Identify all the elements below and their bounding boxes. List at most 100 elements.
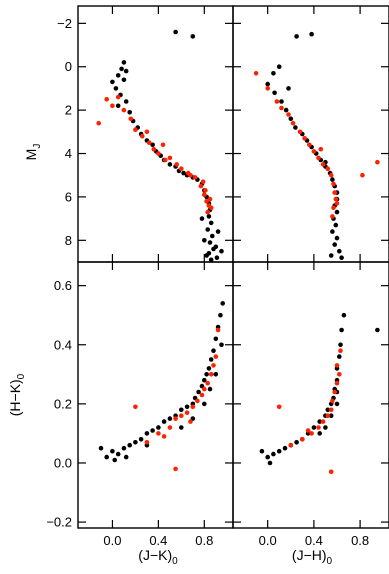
data-point bbox=[213, 336, 219, 342]
right-xlabel-sub: 0 bbox=[327, 556, 333, 567]
data-point bbox=[338, 342, 343, 348]
data-point bbox=[265, 86, 271, 91]
data-point bbox=[317, 431, 323, 436]
data-point bbox=[121, 60, 127, 65]
data-point bbox=[174, 162, 179, 167]
data-point bbox=[203, 188, 208, 193]
data-point bbox=[207, 386, 213, 392]
data-point bbox=[215, 327, 221, 333]
y-tick-label: 6 bbox=[65, 189, 72, 204]
left-xlabel-sub: 0 bbox=[172, 556, 178, 567]
data-point bbox=[337, 248, 342, 254]
data-point bbox=[205, 227, 210, 232]
data-point bbox=[196, 389, 201, 395]
data-point bbox=[205, 380, 210, 386]
data-point bbox=[332, 190, 338, 195]
y-tick-label: 0.0 bbox=[54, 455, 72, 470]
data-point bbox=[307, 142, 312, 148]
panel-bottom-left: −0.2 0.0 0.2 0.4 0.6 0.0 0.4 0.8 bbox=[46, 261, 234, 548]
panel-bottom-right: 0.0 0.4 0.8 bbox=[232, 261, 389, 548]
data-point bbox=[279, 99, 284, 104]
data-point bbox=[290, 120, 296, 126]
data-point bbox=[213, 372, 219, 377]
data-point bbox=[286, 112, 291, 117]
data-point bbox=[276, 404, 282, 410]
y-tick-label: 0.2 bbox=[54, 396, 72, 411]
data-point bbox=[288, 116, 294, 122]
data-point bbox=[133, 440, 138, 445]
data-point bbox=[115, 94, 121, 100]
data-point bbox=[318, 146, 324, 152]
data-point bbox=[202, 377, 207, 383]
data-point bbox=[294, 440, 299, 445]
data-point bbox=[181, 170, 186, 176]
bottom-ylabel-main: (H−K) bbox=[7, 379, 23, 416]
data-point bbox=[188, 172, 193, 178]
data-point bbox=[210, 233, 215, 239]
data-point bbox=[202, 192, 207, 197]
data-point bbox=[337, 372, 342, 377]
data-point bbox=[328, 407, 334, 413]
data-point bbox=[161, 419, 167, 424]
data-point bbox=[156, 431, 161, 436]
data-point bbox=[115, 451, 121, 457]
data-point bbox=[293, 125, 298, 130]
data-point bbox=[202, 401, 207, 407]
data-point bbox=[207, 240, 213, 245]
data-point bbox=[127, 442, 132, 448]
data-point bbox=[133, 404, 138, 410]
data-point bbox=[167, 155, 173, 161]
data-point bbox=[333, 222, 339, 228]
data-point bbox=[144, 440, 150, 445]
data-point bbox=[163, 157, 168, 163]
data-point bbox=[123, 68, 129, 74]
data-point bbox=[184, 410, 190, 416]
data-point bbox=[338, 348, 343, 354]
svg-text:MJ: MJ bbox=[23, 144, 43, 161]
data-point bbox=[208, 357, 214, 362]
data-point bbox=[283, 107, 289, 113]
data-point bbox=[286, 86, 291, 91]
data-point bbox=[220, 301, 225, 306]
x-tick-label: 0.8 bbox=[351, 533, 369, 548]
data-point bbox=[334, 380, 340, 386]
data-point bbox=[179, 425, 184, 430]
data-point bbox=[123, 99, 129, 104]
data-point bbox=[211, 348, 216, 354]
data-point bbox=[167, 416, 173, 421]
data-point bbox=[167, 162, 173, 167]
data-point bbox=[179, 166, 184, 171]
data-point bbox=[205, 209, 210, 215]
data-point bbox=[272, 90, 277, 96]
data-point bbox=[98, 445, 104, 451]
data-point bbox=[328, 253, 334, 258]
data-point bbox=[206, 366, 212, 371]
data-point bbox=[128, 116, 134, 122]
right-x-axis-label: (J−H)0 bbox=[292, 547, 333, 567]
data-point bbox=[309, 31, 314, 37]
data-point bbox=[288, 442, 294, 448]
panel-frame bbox=[232, 5, 389, 263]
data-point bbox=[146, 140, 152, 145]
data-point bbox=[333, 196, 339, 202]
data-point bbox=[211, 363, 216, 368]
data-point bbox=[276, 448, 282, 454]
data-point bbox=[219, 248, 224, 254]
data-point bbox=[274, 99, 280, 104]
data-point bbox=[337, 354, 342, 359]
data-point bbox=[282, 445, 288, 451]
svg-text:(J−K)0: (J−K)0 bbox=[138, 547, 178, 567]
data-point bbox=[150, 142, 155, 148]
data-point bbox=[167, 425, 173, 430]
data-point bbox=[375, 327, 380, 333]
data-point bbox=[213, 244, 219, 250]
data-point bbox=[112, 457, 117, 463]
data-point bbox=[271, 451, 276, 457]
data-point bbox=[121, 107, 127, 113]
data-point bbox=[110, 79, 115, 85]
data-point bbox=[302, 136, 307, 141]
data-point bbox=[199, 216, 205, 221]
data-point bbox=[204, 372, 209, 377]
data-point bbox=[151, 146, 157, 152]
svg-text:(H−K)0: (H−K)0 bbox=[7, 373, 27, 416]
